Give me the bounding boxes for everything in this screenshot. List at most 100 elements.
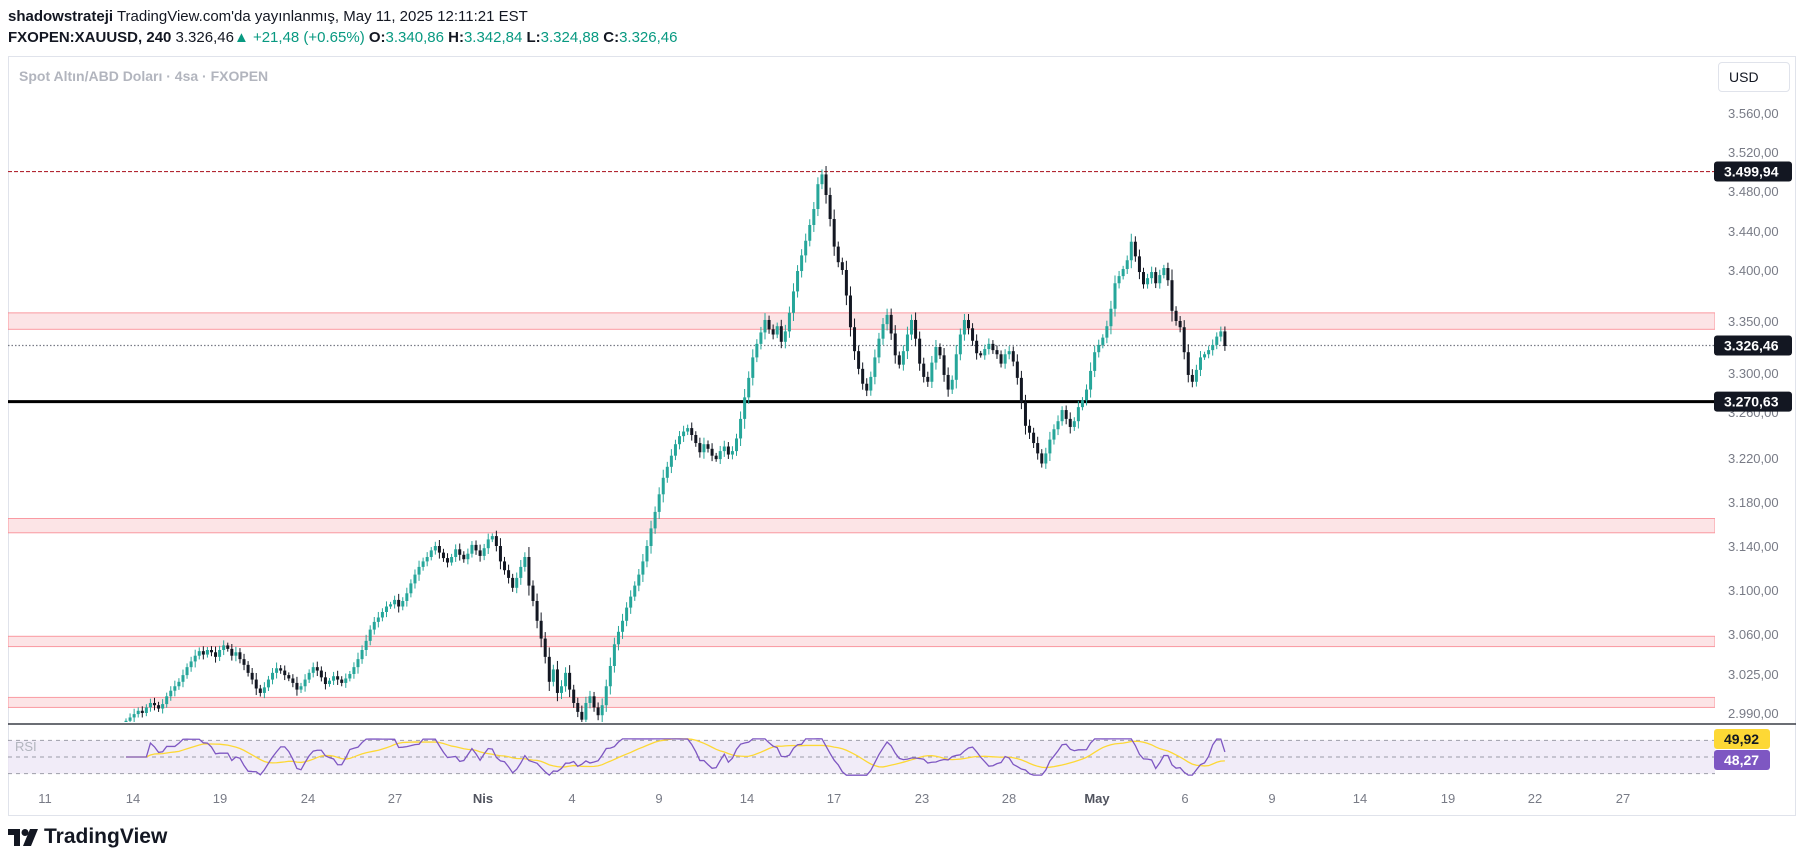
y-tick-label: 3.180,00 xyxy=(1728,495,1779,510)
candle xyxy=(934,339,938,370)
candle-body xyxy=(763,319,767,333)
candle-body xyxy=(861,368,865,384)
candle-body xyxy=(165,696,169,705)
candle-body xyxy=(787,312,791,332)
candle xyxy=(1125,255,1129,274)
tradingview-logo[interactable]: TradingView xyxy=(8,825,167,849)
candle xyxy=(205,646,209,658)
series-legend: Spot Altın/ABD Doları · 4sa · FXOPEN xyxy=(19,68,269,84)
candle-body xyxy=(1174,310,1178,321)
candle xyxy=(323,671,327,690)
candle-body xyxy=(796,271,800,292)
price-tag-0: 3.499,94 xyxy=(1714,161,1792,182)
candle xyxy=(446,553,450,568)
candle-body xyxy=(417,566,421,575)
candle-body xyxy=(368,629,372,641)
author-name[interactable]: shadowstrateji xyxy=(8,8,114,25)
candle xyxy=(311,662,315,678)
symbol-label[interactable]: FXOPEN:XAUUSD, 240 xyxy=(8,29,172,46)
candle xyxy=(649,520,653,554)
candle xyxy=(531,580,535,607)
candle xyxy=(1113,275,1117,317)
candle-body xyxy=(596,707,600,716)
candle-body xyxy=(889,314,893,334)
candle-body xyxy=(344,678,348,683)
candle-body xyxy=(380,612,384,618)
candle-body xyxy=(991,343,995,351)
candle xyxy=(690,422,694,441)
candle-body xyxy=(409,583,413,594)
candle-body xyxy=(645,546,649,562)
candle xyxy=(885,308,889,331)
candle-body xyxy=(250,672,254,680)
candle-body xyxy=(490,536,494,540)
candle xyxy=(246,661,250,677)
candle xyxy=(763,313,767,340)
candle-body xyxy=(901,351,905,365)
candle-body xyxy=(958,334,962,355)
y-tick-label: 3.300,00 xyxy=(1728,366,1779,381)
y-tick-label: 3.060,00 xyxy=(1728,627,1779,642)
candle xyxy=(462,551,466,563)
candle xyxy=(783,324,787,349)
candle-body xyxy=(507,570,511,578)
candle-body xyxy=(1203,354,1207,358)
candle-body xyxy=(1105,326,1109,338)
candle-body xyxy=(1170,280,1174,311)
ohlc-line: FXOPEN:XAUUSD, 240 3.326,46▲ +21,48 (+0.… xyxy=(8,28,677,48)
candle-body xyxy=(1133,241,1137,257)
candle xyxy=(356,652,360,674)
price-change: ▲ +21,48 (+0.65%) xyxy=(233,29,365,46)
candle-body xyxy=(962,319,966,335)
price-tag-bg xyxy=(1714,161,1792,182)
candle-body xyxy=(930,362,934,382)
candle xyxy=(922,357,926,383)
candle-body xyxy=(140,710,144,713)
candle-body xyxy=(1150,272,1154,279)
currency-button[interactable]: USD xyxy=(1718,62,1790,92)
candle xyxy=(1182,320,1186,360)
candle xyxy=(197,647,201,660)
candle xyxy=(1146,273,1150,289)
candle-body xyxy=(1182,327,1186,353)
candle-body xyxy=(995,350,999,355)
x-tick-label: 4 xyxy=(568,791,575,806)
rsi-tag-bg xyxy=(1714,750,1770,770)
candle xyxy=(519,559,523,585)
candle-body xyxy=(287,675,291,679)
x-tick-label: 11 xyxy=(38,791,52,806)
candle-body xyxy=(661,477,665,495)
candle-body xyxy=(1007,351,1011,355)
x-tick-label: 23 xyxy=(915,791,929,806)
candle-body xyxy=(698,443,702,453)
candle xyxy=(987,338,991,355)
candle xyxy=(979,350,983,358)
candle xyxy=(787,306,791,338)
candle-body xyxy=(311,667,315,673)
candle-body xyxy=(555,669,559,693)
candle-body xyxy=(580,711,584,720)
candle xyxy=(262,682,266,699)
publish-line: shadowstrateji TradingView.com'da yayınl… xyxy=(8,7,528,27)
candle xyxy=(832,209,836,256)
rsi-line xyxy=(126,738,1226,777)
candle-body xyxy=(1109,308,1113,327)
candle-body xyxy=(458,549,462,555)
candle xyxy=(1060,406,1064,426)
candle xyxy=(559,680,563,700)
candle-body xyxy=(405,593,409,601)
candle-body xyxy=(877,338,881,358)
candle-body xyxy=(413,574,417,584)
candle xyxy=(564,667,568,692)
candle xyxy=(958,328,962,361)
candle-body xyxy=(144,707,148,713)
candle-body xyxy=(857,351,861,369)
candle-body xyxy=(1190,374,1194,382)
candle xyxy=(494,530,498,552)
candle xyxy=(796,265,800,298)
candle xyxy=(283,665,287,681)
candle-body xyxy=(564,672,568,687)
candle xyxy=(250,667,254,685)
candle xyxy=(364,634,368,657)
